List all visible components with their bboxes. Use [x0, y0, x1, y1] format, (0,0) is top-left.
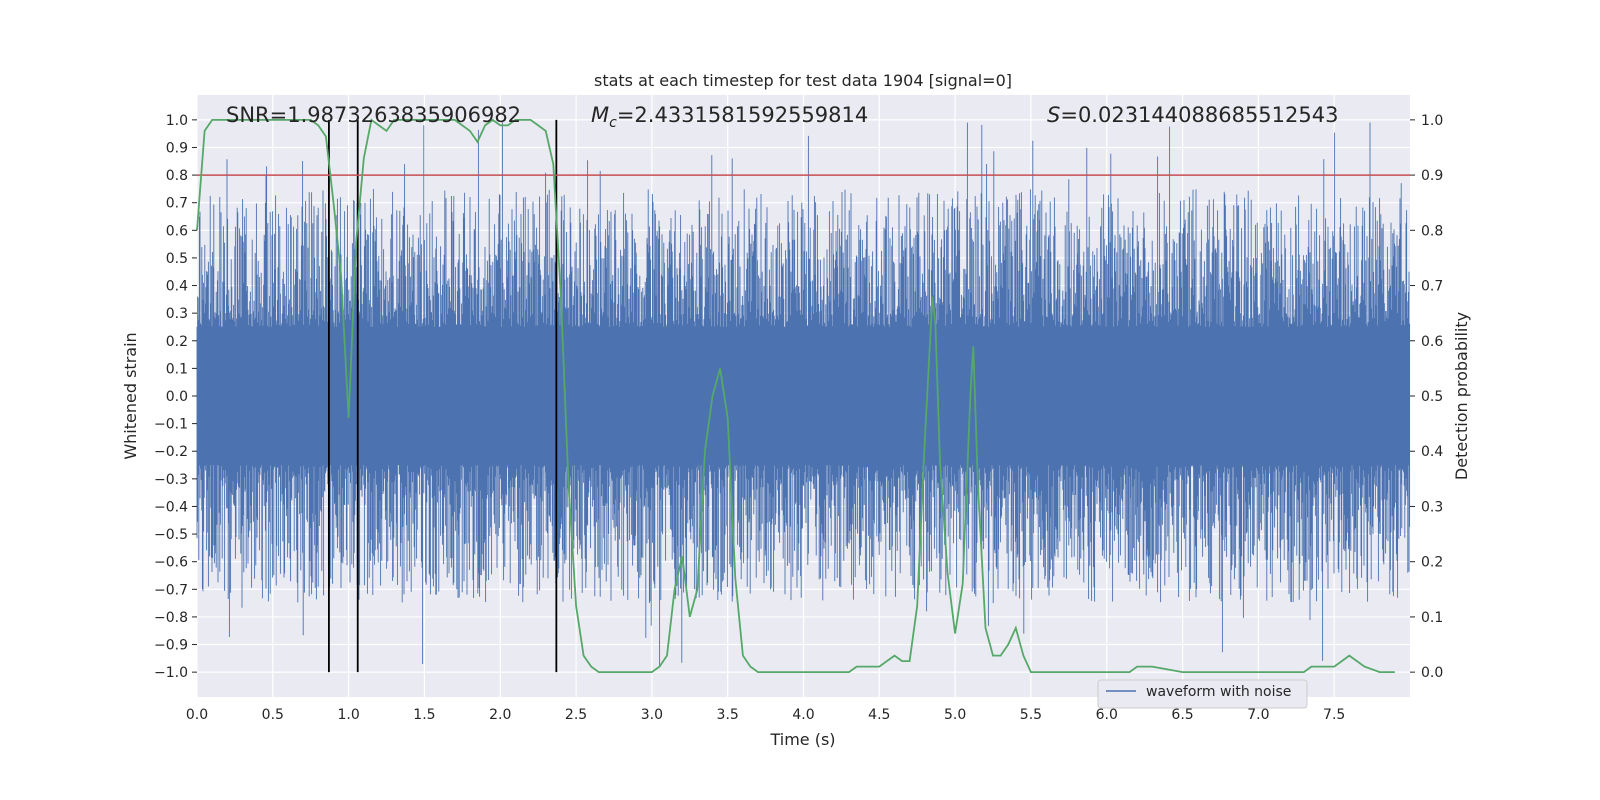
mc-symbol: M	[591, 103, 609, 127]
x-tick-label: 0.0	[186, 707, 208, 723]
chart-title: stats at each timestep for test data 190…	[594, 71, 1012, 90]
y-right-tick-label: 1.0	[1421, 113, 1443, 129]
y-right-tick-label: 0.2	[1421, 555, 1443, 571]
x-tick-label: 7.5	[1323, 707, 1345, 723]
y-axis-left-label: Whitened strain	[121, 332, 140, 459]
mc-annotation: Mc=2.4331581592559814	[591, 103, 868, 131]
y-right-tick-label: 0.3	[1421, 499, 1443, 515]
y-left-tick-label: 0.8	[166, 168, 188, 184]
y-left-tick-label: −0.4	[154, 499, 188, 515]
snr-annotation: SNR=1.9873263835906982	[226, 103, 521, 127]
y-right-tick-label: 0.6	[1421, 334, 1443, 350]
waveform-trace	[196, 122, 1411, 667]
x-tick-label: 6.5	[1171, 707, 1193, 723]
y-left-tick-label: 0.6	[166, 223, 188, 239]
y-left-tick-label: −1.0	[154, 665, 188, 681]
y-axis-right-label: Detection probability	[1452, 312, 1471, 480]
y-left-tick-label: −0.3	[154, 472, 188, 488]
mc-subscript: c	[609, 115, 617, 131]
y-left-tick-label: 0.9	[166, 140, 188, 156]
x-tick-label: 1.5	[413, 707, 435, 723]
y-left-tick-label: −0.6	[154, 555, 188, 571]
y-left-tick-label: 1.0	[166, 113, 188, 129]
y-right-tick-label: 0.1	[1421, 610, 1443, 626]
x-axis-label: Time (s)	[769, 730, 835, 749]
x-tick-label: 4.0	[792, 707, 814, 723]
y-left-tick-label: −0.8	[154, 610, 188, 626]
x-tick-label: 0.5	[262, 707, 284, 723]
x-tick-label: 7.0	[1247, 707, 1269, 723]
probability-series	[196, 118, 1395, 673]
y-left-tick-label: −0.2	[154, 444, 188, 460]
y-left-tick-label: 0.4	[166, 279, 188, 295]
axis-ticks: 0.0 0.5 1.0 1.5 2.0 2.5 3.0 3.5 4.0 4.5 5.0 5.5 6.0 6…	[154, 113, 1443, 723]
waveform-series	[196, 122, 1411, 667]
x-tick-label: 3.0	[641, 707, 663, 723]
legend: waveform with noise	[1097, 679, 1308, 709]
legend-label: waveform with noise	[1146, 684, 1291, 700]
x-tick-label: 4.5	[868, 707, 890, 723]
y-left-tick-label: 0.2	[166, 334, 188, 350]
x-tick-label: 5.5	[1020, 707, 1042, 723]
x-tick-label: 5.0	[944, 707, 966, 723]
y-right-tick-label: 0.7	[1421, 279, 1443, 295]
y-left-tick-label: 0.1	[166, 361, 188, 377]
x-tick-label: 3.5	[717, 707, 739, 723]
y-left-tick-label: 0.3	[166, 306, 188, 322]
y-left-tick-label: 0.0	[166, 389, 188, 405]
y-right-tick-label: 0.4	[1421, 444, 1443, 460]
probability-line	[196, 118, 1395, 673]
y-left-tick-label: 0.5	[166, 251, 188, 267]
s-annotation: S=0.023144088685512543	[1047, 103, 1338, 127]
legend-box	[1097, 679, 1308, 709]
y-left-tick-label: −0.5	[154, 527, 188, 543]
y-right-tick-label: 0.5	[1421, 389, 1443, 405]
x-tick-label: 2.5	[565, 707, 587, 723]
y-left-tick-label: 0.7	[166, 196, 188, 212]
x-tick-label: 2.0	[489, 707, 511, 723]
y-right-tick-label: 0.9	[1421, 168, 1443, 184]
x-tick-label: 6.0	[1096, 707, 1118, 723]
x-tick-label: 1.0	[337, 707, 359, 723]
s-value: =0.023144088685512543	[1060, 103, 1338, 127]
y-right-tick-label: 0.8	[1421, 223, 1443, 239]
y-left-tick-label: −0.7	[154, 582, 188, 598]
y-left-tick-label: −0.9	[154, 638, 188, 654]
y-right-tick-label: 0.0	[1421, 665, 1443, 681]
mc-value: =2.4331581592559814	[617, 103, 868, 127]
s-symbol: S	[1047, 103, 1060, 127]
y-left-tick-label: −0.1	[154, 417, 188, 433]
